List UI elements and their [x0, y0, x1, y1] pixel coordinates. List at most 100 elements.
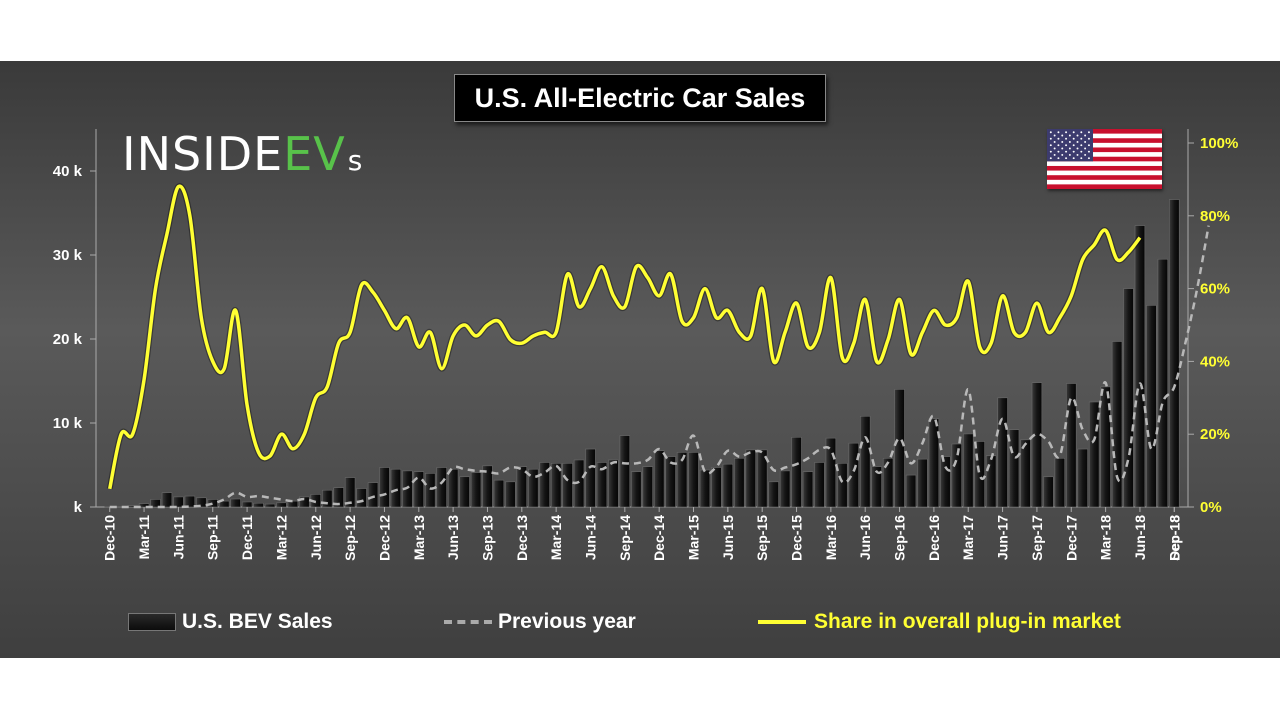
bev-sales-bar: [814, 462, 825, 508]
bev-sales-bar: [619, 435, 631, 508]
bev-sales-bar: [287, 500, 299, 508]
bev-sales-bar: [1169, 199, 1180, 508]
bev-sales-bar: [470, 472, 482, 508]
x-tick-label: Mar-18: [1098, 515, 1114, 560]
bev-sales-bar: [985, 455, 997, 508]
x-tick-label: Dec-12: [376, 515, 392, 561]
bev-sales-bar: [722, 463, 734, 508]
x-tick-label: Dec-13: [514, 515, 530, 561]
bev-sales-bar: [1054, 457, 1066, 508]
bev-sales-bar: [390, 468, 402, 508]
bev-sales-bar: [940, 456, 951, 508]
x-tick-label: Sep-13: [479, 515, 495, 561]
share-line-path: [108, 184, 1142, 490]
legend-share-label: Share in overall plug-in market: [814, 610, 1121, 633]
bev-sales-bar: [711, 467, 722, 508]
right-tick-label: 20%: [1200, 426, 1230, 443]
x-tick-label: Mar-12: [273, 515, 289, 560]
chart-panel: k 10 k 20 k 30 k 40 k 0% 20% 40% 60% 80% 100% Dec…: [0, 61, 1280, 658]
right-tick-label: 0%: [1200, 499, 1222, 516]
bev-sales-bar: [665, 456, 676, 508]
bev-sales-bar: [413, 471, 425, 508]
bev-sales-bar: [1157, 258, 1169, 508]
legend: U.S. BEV Sales Previous year Share in ov…: [0, 607, 1280, 637]
legend-bars-label: U.S. BEV Sales: [182, 610, 333, 633]
bev-sales-bar: [264, 503, 276, 508]
bev-sales-bar: [379, 467, 390, 508]
bev-sales-bar: [459, 476, 470, 508]
legend-dash-swatch: [444, 620, 492, 624]
chart-canvas: k 10 k 20 k 30 k 40 k 0% 20% 40% 60% 80% 100% Dec…: [53, 129, 1238, 561]
left-tick-label: 10 k: [53, 415, 83, 432]
bev-sales-bar: [367, 482, 379, 508]
bev-sales-bar: [562, 463, 573, 508]
x-tick-label: Dec-10: [102, 515, 118, 561]
bev-sales-bar: [436, 467, 447, 508]
bev-sales-bar: [642, 466, 653, 508]
bev-sales-bar: [1031, 382, 1043, 508]
x-tick-label: Mar-16: [823, 515, 839, 560]
bev-sales-bar: [871, 466, 882, 508]
bev-sales-bar: [321, 489, 333, 508]
bev-sales-bar: [184, 495, 196, 508]
bev-sales-bar: [699, 469, 711, 508]
bev-sales-bar: [333, 487, 344, 508]
bev-sales-bar: [882, 457, 894, 508]
bev-sales-bar: [917, 458, 928, 508]
bev-sales-bar: [905, 474, 917, 508]
legend-item-share: Share in overall plug-in market: [758, 607, 1121, 637]
bev-sales-bar: [745, 449, 756, 508]
x-tick-label: Jun-14: [582, 515, 598, 560]
bev-sales-bar: [1020, 439, 1031, 508]
bev-sales-bar: [676, 452, 688, 508]
bev-sales-bar: [951, 443, 963, 508]
bev-sales-bar: [848, 442, 859, 508]
logo-main: INSIDE: [122, 127, 284, 181]
logo-suffix: s: [347, 144, 364, 177]
bev-sales-bar: [161, 492, 173, 508]
x-tick-label: Dec-17: [1063, 515, 1079, 561]
right-tick-label: 80%: [1200, 208, 1230, 225]
right-tick-label: 60%: [1200, 281, 1230, 298]
left-tick-label: 40 k: [53, 163, 83, 180]
bev-sales-bar: [768, 481, 779, 508]
right-tick-label: 40%: [1200, 353, 1230, 370]
bev-sales-bar: [894, 389, 905, 508]
bev-sales-bar: [631, 471, 642, 508]
bev-sales-bar: [734, 457, 745, 508]
bev-sales-bar: [230, 498, 241, 508]
left-tick-label: 30 k: [53, 247, 83, 264]
x-tick-label: Jun-15: [720, 515, 736, 560]
logo-accent: EV: [283, 127, 346, 181]
x-tick-label: Sep-17: [1029, 515, 1045, 561]
x-tick-label: Dec-11: [239, 515, 255, 560]
x-axis-labels: Dec-10 Mar-11 Jun-11 Sep-11 Dec-11 Mar-12 Jun-…: [102, 507, 1182, 561]
left-tick-label: k: [74, 499, 83, 516]
bev-sales-bar: [150, 499, 161, 508]
legend-item-bars: U.S. BEV Sales: [128, 607, 333, 637]
x-tick-label: Jun-17: [995, 515, 1011, 560]
bev-sales-bar: [653, 450, 665, 508]
bev-sales-bar: [1100, 386, 1111, 508]
bev-sales-bar: [837, 463, 848, 508]
bev-sales-bar: [196, 497, 207, 508]
bev-sales-bar: [539, 462, 550, 508]
x-tick-label: Sep-18: [1166, 515, 1182, 561]
x-tick-label: Dec-14: [651, 515, 667, 561]
bev-sales-bar: [596, 462, 608, 508]
bev-sales-bar: [963, 433, 974, 508]
bev-sales-bar: [173, 496, 184, 508]
bev-sales-bar: [928, 418, 940, 508]
bev-sales-bar: [1077, 448, 1088, 508]
bev-sales-bar: [1088, 401, 1100, 508]
legend-line-swatch: [758, 620, 806, 624]
bev-sales-bar: [253, 502, 264, 508]
previous-year-path: [109, 225, 1210, 509]
left-tick-label: 20 k: [53, 331, 83, 348]
bev-sales-bar: [802, 471, 814, 508]
right-tick-label: 100%: [1200, 135, 1238, 152]
bev-sales-bar: [1134, 225, 1146, 508]
x-tick-label: Dec-15: [789, 515, 805, 561]
x-tick-label: Mar-14: [548, 515, 564, 560]
x-tick-label: Jun-11: [170, 515, 186, 560]
